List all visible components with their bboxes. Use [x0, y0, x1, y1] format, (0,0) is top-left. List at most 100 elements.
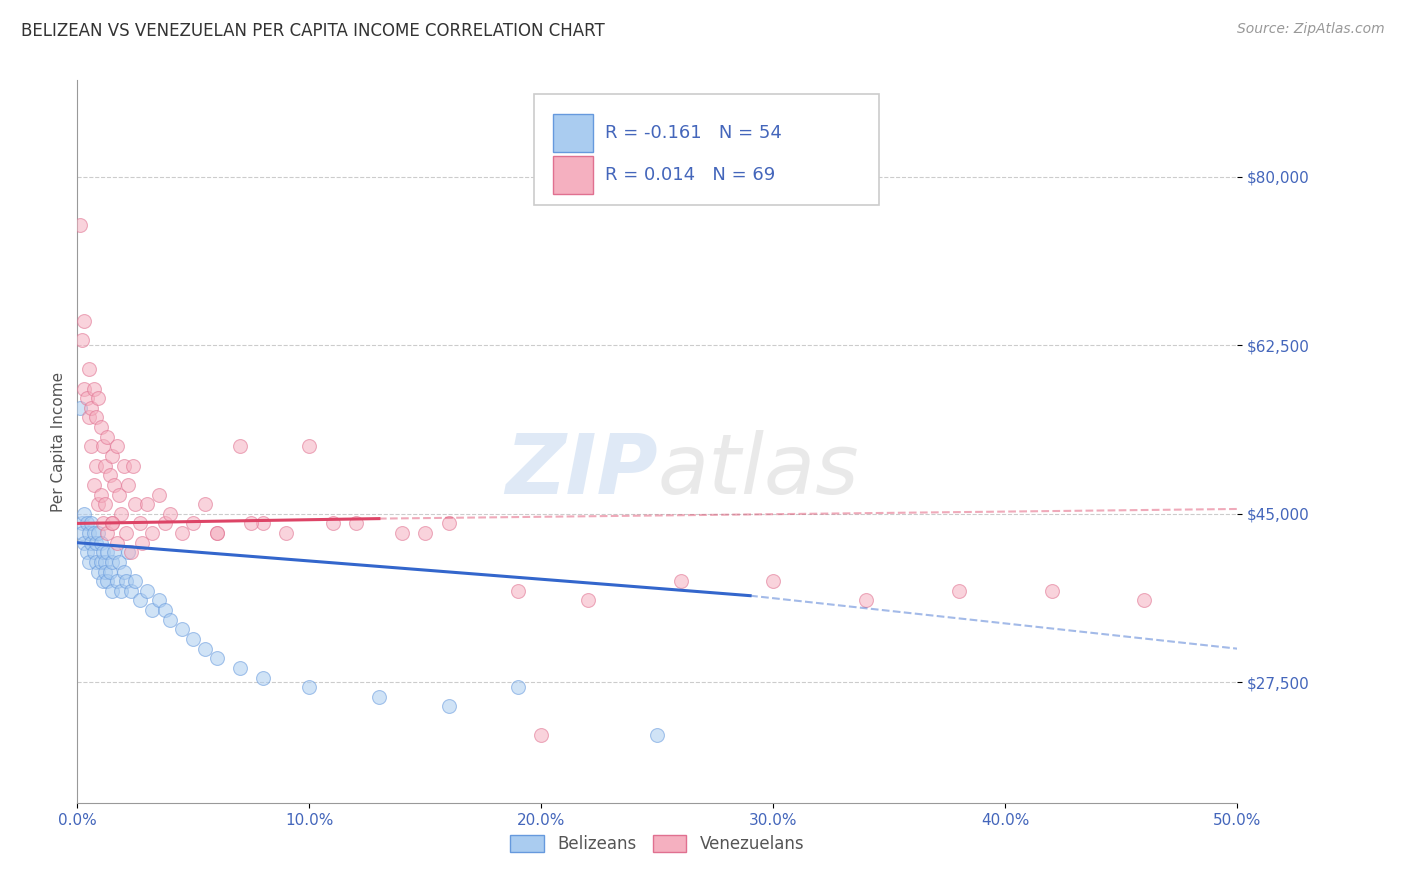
Point — [80, 535, 103, 549]
Text: ZIP: ZIP — [505, 430, 658, 511]
Point — [159, 507, 181, 521]
Point — [84, 535, 107, 549]
Point — [112, 565, 135, 579]
Point — [83, 478, 105, 492]
Point — [124, 574, 146, 589]
Point — [108, 555, 131, 569]
Text: BELIZEAN VS VENEZUELAN PER CAPITA INCOME CORRELATION CHART: BELIZEAN VS VENEZUELAN PER CAPITA INCOME… — [21, 22, 605, 40]
Point — [141, 603, 163, 617]
Point — [83, 382, 105, 396]
Point — [1133, 593, 1156, 607]
Point — [91, 516, 114, 531]
Point — [170, 526, 193, 541]
Point — [76, 545, 98, 559]
Point — [135, 497, 157, 511]
Point — [105, 535, 128, 549]
Point — [506, 680, 529, 694]
Point — [80, 516, 103, 531]
Point — [80, 401, 103, 415]
Text: Source: ZipAtlas.com: Source: ZipAtlas.com — [1237, 22, 1385, 37]
Point — [762, 574, 785, 589]
Point — [155, 603, 177, 617]
Point — [91, 574, 114, 589]
Point — [77, 410, 100, 425]
Point — [855, 593, 877, 607]
Point — [96, 545, 118, 559]
Point — [506, 583, 529, 598]
Point — [77, 555, 100, 569]
Point — [70, 334, 93, 348]
Point — [73, 507, 96, 521]
Point — [91, 439, 114, 453]
Point — [252, 671, 274, 685]
Point — [73, 382, 96, 396]
Point — [117, 545, 139, 559]
Point — [94, 458, 117, 473]
Point — [115, 574, 138, 589]
Point — [194, 497, 217, 511]
Point — [669, 574, 692, 589]
Point — [84, 458, 107, 473]
Point — [183, 632, 205, 646]
Point — [131, 535, 153, 549]
Y-axis label: Per Capita Income: Per Capita Income — [51, 371, 66, 512]
Point — [391, 526, 413, 541]
Point — [94, 565, 117, 579]
Point — [101, 449, 124, 463]
Point — [77, 362, 100, 376]
Point — [129, 516, 152, 531]
Point — [90, 555, 111, 569]
Point — [110, 583, 132, 598]
Point — [84, 410, 107, 425]
Point — [948, 583, 970, 598]
Point — [73, 535, 96, 549]
Point — [90, 420, 111, 434]
Point — [87, 497, 110, 511]
Point — [368, 690, 391, 704]
Point — [94, 497, 117, 511]
Point — [1040, 583, 1063, 598]
Point — [69, 401, 91, 415]
Point — [148, 487, 170, 501]
Text: atlas: atlas — [658, 430, 859, 511]
Point — [228, 439, 252, 453]
Point — [298, 680, 321, 694]
Point — [120, 583, 142, 598]
Point — [413, 526, 436, 541]
Point — [103, 478, 125, 492]
Point — [205, 526, 228, 541]
Point — [205, 651, 228, 665]
Point — [103, 545, 125, 559]
Point — [298, 439, 321, 453]
Point — [252, 516, 274, 531]
Point — [576, 593, 599, 607]
Point — [117, 478, 139, 492]
Point — [159, 613, 181, 627]
Point — [129, 593, 152, 607]
Point — [83, 545, 105, 559]
Point — [76, 391, 98, 405]
Point — [155, 516, 177, 531]
Point — [124, 497, 146, 511]
Point — [94, 555, 117, 569]
Point — [90, 487, 111, 501]
Point — [84, 555, 107, 569]
Point — [73, 314, 96, 328]
Legend: Belizeans, Venezuelans: Belizeans, Venezuelans — [503, 828, 811, 860]
Point — [647, 728, 669, 742]
Point — [70, 516, 93, 531]
Point — [530, 728, 553, 742]
Point — [141, 526, 163, 541]
Point — [98, 468, 121, 483]
Point — [110, 507, 132, 521]
Point — [101, 516, 124, 531]
Point — [437, 516, 460, 531]
Point — [91, 545, 114, 559]
Text: R = 0.014   N = 69: R = 0.014 N = 69 — [605, 166, 775, 184]
Point — [148, 593, 170, 607]
Point — [101, 555, 124, 569]
Point — [101, 516, 124, 531]
Point — [105, 574, 128, 589]
Point — [274, 526, 298, 541]
Point — [96, 574, 118, 589]
